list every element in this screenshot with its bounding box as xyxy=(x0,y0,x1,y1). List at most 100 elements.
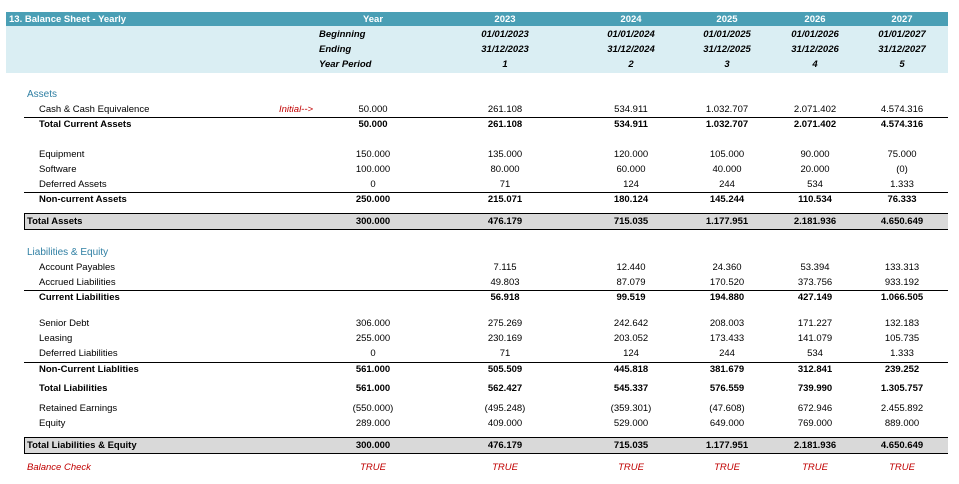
row-initial-total_le: 300.000 xyxy=(355,440,391,451)
row-value-deferred_assets: 1.333 xyxy=(890,179,914,190)
row-value-total_liab: 545.337 xyxy=(613,383,649,394)
row-initial-leasing: 255.000 xyxy=(355,333,391,344)
row-value-senior_debt: 132.183 xyxy=(884,318,920,329)
row-value-senior_debt: 208.003 xyxy=(709,318,745,329)
row-label-retained: Retained Earnings xyxy=(39,403,118,414)
row-value-total_assets: 715.035 xyxy=(613,216,649,227)
row-value-software: 60.000 xyxy=(616,164,646,175)
row-value-total_le: 4.650.649 xyxy=(880,440,924,451)
row-value-nca: 215.071 xyxy=(487,194,523,205)
initial-note: Initial--> xyxy=(279,104,314,115)
row-value-leasing: 141.079 xyxy=(797,333,833,344)
row-label-deferred_assets: Deferred Assets xyxy=(39,179,107,190)
header-years-cell: 2023 xyxy=(494,14,516,25)
row-label-nca: Non-current Assets xyxy=(39,194,127,205)
row-value-senior_debt: 275.269 xyxy=(487,318,523,329)
row-label-equity: Equity xyxy=(39,418,66,429)
row-value-retained: (47.608) xyxy=(709,403,745,414)
subtotal-top-border xyxy=(24,117,948,118)
header-years-cell: 2027 xyxy=(891,14,913,25)
row-value-total_liab: 739.990 xyxy=(797,383,833,394)
row-label-leasing: Leasing xyxy=(39,333,73,344)
row-initial-tca: 50.000 xyxy=(358,119,388,130)
header-years-cell: 2025 xyxy=(716,14,738,25)
header-period-label: Year Period xyxy=(319,59,372,70)
subtotal-top-border xyxy=(24,192,948,193)
row-value-accrued: 87.079 xyxy=(616,277,646,288)
row-initial-total_assets: 300.000 xyxy=(355,216,391,227)
row-value-tca: 2.071.402 xyxy=(793,119,837,130)
total-row-band xyxy=(24,214,948,229)
row-value-tca: 1.032.707 xyxy=(705,119,749,130)
row-value-cash: 4.574.316 xyxy=(880,104,924,115)
row-value-leasing: 203.052 xyxy=(613,333,649,344)
row-label-equipment: Equipment xyxy=(39,149,85,160)
header-beginning-cell: 01/01/2027 xyxy=(878,29,926,40)
row-value-cash: 261.108 xyxy=(487,104,523,115)
row-initial-equipment: 150.000 xyxy=(355,149,391,160)
header-ending-cell: 31/12/2025 xyxy=(703,44,751,55)
row-value-ap: 12.440 xyxy=(616,262,646,273)
header-years-cell: 2024 xyxy=(620,14,642,25)
subtotal-top-border xyxy=(24,362,948,363)
row-value-software: 20.000 xyxy=(800,164,830,175)
row-value-total_le: 1.177.951 xyxy=(705,440,749,451)
row-value-retained: 672.946 xyxy=(797,403,833,414)
row-value-equity: 889.000 xyxy=(884,418,920,429)
row-value-equity: 529.000 xyxy=(613,418,649,429)
row-value-cash: 1.032.707 xyxy=(705,104,749,115)
row-value-ap: 24.360 xyxy=(712,262,742,273)
total-row-left-border xyxy=(24,213,25,230)
row-value-check: TRUE xyxy=(802,462,828,473)
row-label-ncl: Non-Current Liablities xyxy=(39,364,139,375)
row-initial-cash: 50.000 xyxy=(358,104,388,115)
row-initial-senior_debt: 306.000 xyxy=(355,318,391,329)
row-initial-deferred_assets: 0 xyxy=(370,179,376,190)
row-initial-ncl: 561.000 xyxy=(355,364,391,375)
header-periods-cell: 3 xyxy=(724,59,730,70)
row-value-equity: 649.000 xyxy=(709,418,745,429)
row-value-senior_debt: 242.642 xyxy=(613,318,649,329)
row-value-leasing: 105.735 xyxy=(884,333,920,344)
row-value-retained: (359.301) xyxy=(610,403,652,414)
row-value-nca: 76.333 xyxy=(887,194,917,205)
row-value-nca: 145.244 xyxy=(709,194,745,205)
row-label-deferred_liab: Deferred Liabilities xyxy=(39,348,118,359)
row-value-total_assets: 476.179 xyxy=(487,216,523,227)
row-value-cl: 99.519 xyxy=(616,292,646,303)
total-row-bottom-border xyxy=(24,229,948,230)
subtotal-top-border xyxy=(24,290,948,291)
row-value-software: 80.000 xyxy=(490,164,520,175)
total-row-band xyxy=(24,438,948,453)
header-periods-cell: 4 xyxy=(812,59,818,70)
row-label-cl: Current Liabilities xyxy=(39,292,120,303)
total-row-left-border xyxy=(24,437,25,454)
row-value-tca: 4.574.316 xyxy=(880,119,924,130)
row-value-total_le: 715.035 xyxy=(613,440,649,451)
row-value-check: TRUE xyxy=(889,462,915,473)
header-ending-cell: 31/12/2026 xyxy=(791,44,839,55)
row-value-deferred_liab: 124 xyxy=(623,348,639,359)
row-label-total_le: Total Liabilities & Equity xyxy=(27,440,137,451)
row-value-ncl: 381.679 xyxy=(709,364,745,375)
row-initial-check: TRUE xyxy=(360,462,386,473)
row-value-cl: 194.880 xyxy=(709,292,745,303)
header-beginning-cell: 01/01/2025 xyxy=(703,29,751,40)
row-value-check: TRUE xyxy=(618,462,644,473)
row-initial-nca: 250.000 xyxy=(355,194,391,205)
row-value-ap: 53.394 xyxy=(800,262,830,273)
row-value-ap: 133.313 xyxy=(884,262,920,273)
row-value-total_assets: 1.177.951 xyxy=(705,216,749,227)
row-initial-total_liab: 561.000 xyxy=(355,383,391,394)
row-value-total_le: 476.179 xyxy=(487,440,523,451)
row-value-check: TRUE xyxy=(714,462,740,473)
header-band xyxy=(6,26,948,73)
header-beginning-cell: 01/01/2026 xyxy=(791,29,839,40)
row-value-deferred_liab: 71 xyxy=(499,348,511,359)
row-label-total_liab: Total Liabilities xyxy=(39,383,108,394)
row-initial-equity: 289.000 xyxy=(355,418,391,429)
row-value-tca: 261.108 xyxy=(487,119,523,130)
row-value-accrued: 373.756 xyxy=(797,277,833,288)
row-value-cl: 1.066.505 xyxy=(880,292,924,303)
header-ending-cell: 31/12/2024 xyxy=(607,44,655,55)
